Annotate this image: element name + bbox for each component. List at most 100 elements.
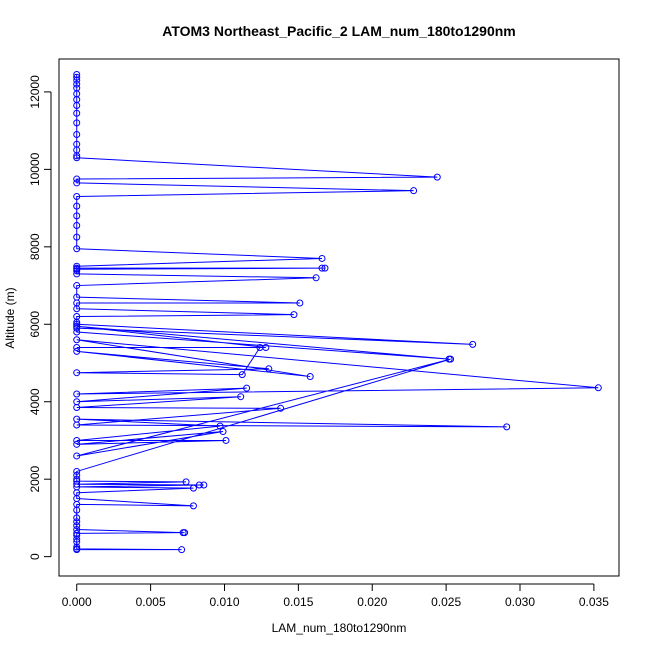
data-point	[73, 222, 81, 230]
data-point	[73, 347, 81, 355]
data-point	[73, 543, 81, 551]
x-tick-label: 0.030	[505, 595, 535, 609]
data-point	[73, 76, 81, 84]
data-point	[73, 467, 81, 475]
data-point	[73, 518, 81, 526]
data-point	[318, 254, 326, 262]
y-tick-label: 0	[28, 553, 42, 560]
data-point	[73, 305, 81, 313]
data-point	[73, 506, 81, 514]
data-point	[73, 212, 81, 220]
x-tick-label: 0.000	[62, 595, 92, 609]
data-point	[73, 101, 81, 109]
data-point	[318, 264, 326, 272]
data-point	[73, 152, 81, 160]
data-point	[73, 282, 81, 290]
data-point	[73, 131, 81, 139]
y-axis-label: Altitude (m)	[3, 287, 17, 348]
data-point	[265, 365, 273, 373]
data-point	[182, 478, 190, 486]
data-point	[73, 233, 81, 241]
data-point	[73, 390, 81, 398]
data-point	[73, 73, 81, 81]
x-tick-label: 0.020	[357, 595, 387, 609]
data-point	[73, 322, 81, 330]
data-point	[181, 529, 189, 537]
data-point	[178, 546, 186, 554]
data-point	[73, 270, 81, 278]
data-point	[433, 173, 441, 181]
chart-title: ATOM3 Northeast_Pacific_2 LAM_num_180to1…	[162, 23, 516, 39]
data-point	[594, 384, 602, 392]
data-point	[73, 436, 81, 444]
data-point	[73, 415, 81, 423]
data-point	[447, 355, 455, 363]
data-point	[73, 452, 81, 460]
data-point	[219, 428, 227, 436]
data-point	[73, 245, 81, 253]
plot-frame	[58, 58, 620, 577]
y-tick-label: 2000	[28, 466, 42, 493]
data-point	[216, 422, 224, 430]
x-tick-label: 0.010	[209, 595, 239, 609]
data-point	[73, 522, 81, 530]
data-point	[73, 475, 81, 483]
x-tick-label: 0.015	[283, 595, 313, 609]
data-point	[73, 344, 81, 352]
series-line	[76, 74, 599, 551]
data-point	[73, 179, 81, 187]
data-point	[73, 538, 81, 546]
data-point	[503, 423, 511, 431]
data-point	[222, 436, 230, 444]
data-point	[73, 192, 81, 200]
data-point	[200, 481, 208, 489]
data-point	[73, 404, 81, 412]
x-tick-label: 0.035	[579, 595, 609, 609]
data-point	[73, 440, 81, 448]
series-points	[73, 70, 602, 554]
data-point	[73, 535, 81, 543]
data-point	[73, 369, 81, 377]
data-point	[410, 187, 418, 195]
data-point	[73, 531, 81, 539]
data-point	[189, 484, 197, 492]
data-point	[312, 274, 320, 282]
data-point	[73, 480, 81, 488]
data-point	[73, 109, 81, 117]
y-tick-label: 4000	[28, 388, 42, 415]
x-tick-label: 0.025	[431, 595, 461, 609]
data-point	[243, 384, 251, 392]
y-tick-label: 6000	[28, 311, 42, 338]
data-point	[195, 481, 203, 489]
x-axis: 0.000 0.005 0.010 0.015 0.020 0.025 0.030 0.035	[62, 583, 609, 609]
data-point	[73, 119, 81, 127]
data-point	[73, 262, 81, 270]
data-point	[73, 336, 81, 344]
data-point	[237, 393, 245, 401]
series-path	[76, 74, 599, 551]
data-point	[73, 80, 81, 88]
data-point	[73, 546, 81, 554]
data-point	[73, 154, 81, 162]
data-point	[189, 502, 197, 510]
data-point	[73, 267, 81, 275]
y-axis: 0 2000 4000 6000 8000 10000 12000	[28, 75, 52, 560]
data-point	[277, 404, 285, 412]
data-point	[238, 371, 246, 379]
data-point	[256, 344, 264, 352]
y-tick-label: 10000	[28, 152, 42, 186]
x-tick-label: 0.005	[136, 595, 166, 609]
data-point	[321, 264, 329, 272]
data-point	[469, 340, 477, 348]
data-point	[73, 202, 81, 210]
data-point	[290, 311, 298, 319]
data-point	[296, 299, 304, 307]
data-point	[73, 175, 81, 183]
data-point	[306, 373, 314, 381]
data-point	[73, 324, 81, 332]
data-point	[73, 514, 81, 522]
x-axis-label: LAM_num_180to1290nm	[272, 621, 407, 635]
y-tick-label: 8000	[28, 233, 42, 260]
